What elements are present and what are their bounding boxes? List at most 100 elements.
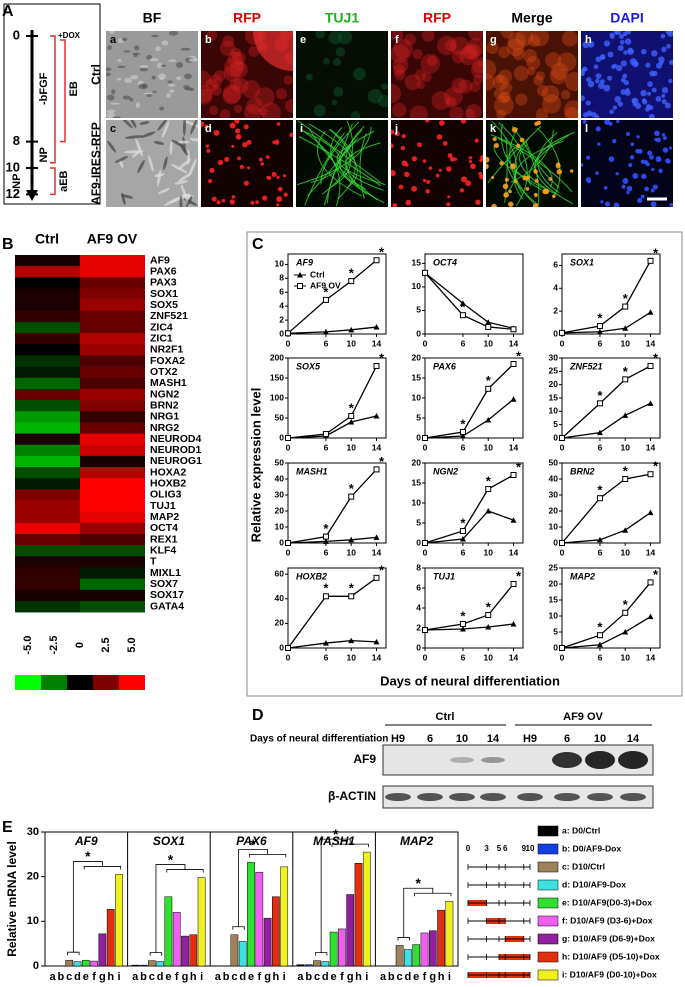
bar [172,912,181,967]
cell [548,177,553,181]
cell [541,85,560,103]
heat-cell [80,422,145,434]
significance: * [623,291,629,306]
cell [392,57,409,73]
cell [315,31,326,39]
chart-title: ZNF521 [569,361,603,371]
marker [459,312,466,319]
cell [666,159,671,164]
heat-cell [80,400,145,412]
x-tick-label: c [66,971,72,983]
y-tick-label: 30 [27,826,39,838]
cell [219,40,236,56]
legend-swatch [537,969,559,981]
neurite [329,129,356,200]
significance: * [379,245,385,260]
cell [135,138,143,157]
marker [485,624,492,630]
significance: * [323,581,329,596]
marker [422,540,428,546]
gene-label: REX1 [150,533,178,545]
heat-cell [15,489,80,501]
y-tick-label: 20 [275,505,285,515]
blot-group: AF9 OV [563,711,603,723]
cell [243,180,249,186]
cell [621,184,626,189]
y-tick-label: 8 [416,562,421,572]
x-tick-label: 6 [324,338,329,348]
cell [654,138,658,142]
cell [178,140,190,144]
y-tick-label: 20 [412,457,422,467]
legend-swatch [537,843,559,855]
bar [90,960,98,967]
bar [81,959,90,967]
cell [648,113,655,118]
cell [392,102,407,118]
cell [219,109,231,118]
x-tick-label: 14 [646,652,656,662]
cell [234,120,240,124]
series-line [287,536,377,544]
cell [640,194,645,199]
x-tick-label: 0 [423,442,428,452]
x-tick-label: f [423,971,427,983]
cell [409,105,428,118]
heat-cell [80,489,145,501]
neurite [534,131,575,205]
marker [485,417,492,423]
image-letter: h [585,34,592,46]
cell [213,69,226,82]
micrograph: a [106,31,198,118]
cell [542,189,548,195]
heat-cell [15,344,80,356]
cell [619,39,625,45]
heat-cell [15,299,80,312]
chart-title: HOXB2 [296,571,327,581]
lane-label: 6 [564,733,570,745]
gene-label: PAX6 [150,266,177,278]
cell [614,96,622,103]
cell [581,95,585,102]
cell [651,167,655,172]
cell [668,146,673,150]
cell [609,109,615,115]
blot-band [385,793,411,801]
x-tick-label: c [397,971,403,983]
marker [510,472,517,478]
marker [373,638,380,645]
cell [661,46,667,53]
cell [616,120,620,124]
cell [168,59,177,63]
x-tick-label: b [223,971,230,983]
cell [469,81,481,93]
cell [133,53,138,58]
color-key [119,675,145,690]
y-axis-label: Relative mRNA level [5,841,19,957]
bar [428,930,437,967]
y-tick-label: 0 [279,432,284,442]
bar [65,959,74,967]
cell [504,177,509,182]
cell [333,86,344,97]
significance: * [379,562,385,577]
cell [161,120,170,138]
cell [241,80,261,99]
heat-cell [80,534,145,546]
x-tick-label: i [117,971,120,983]
micrograph-bg [106,31,198,118]
cell [655,137,661,143]
x-tick-label: 14 [646,442,656,452]
blot-band [585,751,615,769]
bar [197,877,206,967]
y-tick-label: 6 [553,260,558,270]
marker [285,330,291,337]
cell [581,66,588,72]
significance: * [323,284,329,299]
image-letter: b [205,34,212,46]
y-tick-label: 8 [279,273,284,283]
neurite [510,129,554,183]
cell [405,199,412,206]
cell [661,86,669,94]
y-tick-label: 5 [553,626,558,636]
